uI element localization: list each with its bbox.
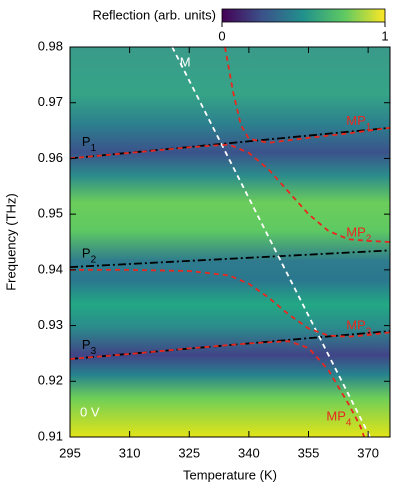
series-label-subscript: 2 xyxy=(91,254,97,265)
series-label-name: MP xyxy=(346,318,366,333)
series-label: MP2 xyxy=(346,225,372,244)
series-label: P2 xyxy=(82,246,97,265)
heatmap xyxy=(70,47,390,437)
series-line xyxy=(70,269,390,338)
series-label: P1 xyxy=(82,134,97,153)
x-tick-label: 370 xyxy=(357,445,379,460)
series-label-name: MP xyxy=(346,225,366,240)
colorbar-label: Reflection (arb. units) xyxy=(92,7,216,22)
series-label-subscript: 4 xyxy=(346,417,352,428)
y-tick-label: 0.92 xyxy=(38,373,63,388)
series-label: MP3 xyxy=(346,318,372,337)
series-label-name: P xyxy=(82,338,91,353)
plot-frame xyxy=(69,46,391,438)
series-label-subscript: 1 xyxy=(91,142,97,153)
colorbar-tick-label: 0 xyxy=(218,28,225,43)
y-tick-label: 0.98 xyxy=(38,38,63,53)
series-line xyxy=(70,330,390,360)
series-line xyxy=(70,249,390,268)
series-label-subscript: 3 xyxy=(91,346,97,357)
series-line xyxy=(70,340,366,437)
y-tick-label: 0.97 xyxy=(38,94,63,109)
series-label-name: MP xyxy=(326,409,346,424)
annotation: 0 V xyxy=(80,404,100,419)
series-label-name: P xyxy=(82,246,91,261)
colorbar xyxy=(221,8,386,23)
y-tick-label: 0.91 xyxy=(38,428,63,443)
series-label: MP4 xyxy=(326,409,352,428)
series-label: M xyxy=(180,55,191,70)
x-axis-label: Temperature (K) xyxy=(183,467,277,482)
x-tick-label: 340 xyxy=(238,445,260,460)
series-label-subscript: 1 xyxy=(366,122,372,133)
series-label-name: MP xyxy=(346,114,366,129)
series-label-name: M xyxy=(180,55,191,70)
x-tick-label: 355 xyxy=(298,445,320,460)
x-tick-label: 310 xyxy=(119,445,141,460)
plot-lines xyxy=(70,47,390,437)
series-label-name: P xyxy=(82,134,91,149)
series-line xyxy=(224,47,390,144)
y-tick-label: 0.96 xyxy=(38,150,63,165)
series-label-subscript: 2 xyxy=(366,233,372,244)
series-line xyxy=(171,47,371,437)
x-tick-label: 325 xyxy=(178,445,200,460)
series-line xyxy=(70,143,390,243)
series-label-subscript: 3 xyxy=(366,326,372,337)
y-tick-label: 0.93 xyxy=(38,317,63,332)
colorbar-tick-label: 1 xyxy=(381,28,388,43)
y-tick-label: 0.95 xyxy=(38,206,63,221)
x-tick-label: 295 xyxy=(59,445,81,460)
series-label: P3 xyxy=(82,338,97,357)
y-axis-label: Frequency (THz) xyxy=(3,193,18,291)
y-tick-label: 0.94 xyxy=(38,261,63,276)
series-line xyxy=(70,126,390,160)
series-label: MP1 xyxy=(346,114,372,133)
